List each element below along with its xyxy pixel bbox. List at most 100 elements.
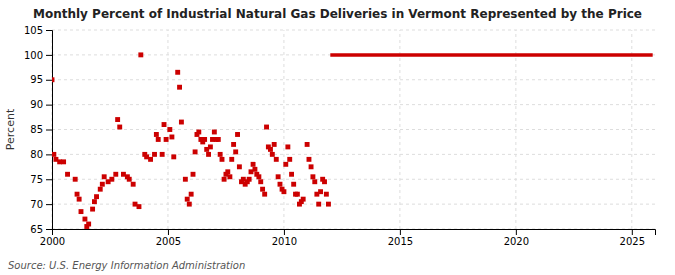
scatter-point: [270, 152, 275, 157]
scatter-point: [75, 192, 80, 197]
scatter-point: [229, 157, 234, 162]
y-tick-label: 90: [30, 99, 43, 110]
scatter-point: [295, 192, 300, 197]
scatter-point: [268, 147, 273, 152]
x-tick: 2020: [504, 229, 529, 247]
scatter-point: [115, 117, 120, 122]
grid-line: [631, 30, 632, 229]
grid-line: [52, 204, 655, 205]
scatter-point: [102, 174, 107, 179]
scatter-point: [191, 172, 196, 177]
y-tick-mark: [46, 30, 52, 31]
scatter-point: [285, 144, 290, 149]
scatter-point: [86, 222, 91, 227]
y-tick: 85: [30, 124, 52, 135]
scatter-point: [138, 52, 143, 57]
scatter-point: [187, 202, 192, 207]
scatter-point: [291, 182, 296, 187]
scatter-point: [225, 169, 230, 174]
x-tick: 2025: [620, 229, 645, 247]
x-tick-mark: [168, 229, 169, 235]
scatter-point: [272, 142, 277, 147]
title: Monthly Percent of Industrial Natural Ga…: [33, 7, 642, 21]
scatter-series: [52, 52, 331, 229]
scatter-point: [233, 149, 238, 154]
scatter-point: [152, 152, 157, 157]
scatter-point: [65, 172, 70, 177]
scatter-point: [326, 202, 331, 207]
scatter-point: [222, 177, 227, 182]
scatter-point: [316, 202, 321, 207]
scatter-point: [252, 167, 257, 172]
scatter-point: [307, 157, 312, 162]
x-tick-mark: [284, 229, 285, 235]
y-tick: 80: [30, 149, 52, 160]
y-axis-line: [46, 31, 53, 230]
scatter-point: [318, 189, 323, 194]
y-axis-label: Percent: [4, 108, 17, 150]
scatter-point: [283, 162, 288, 167]
scatter-point: [216, 137, 221, 142]
scatter-point: [137, 204, 142, 209]
x-tick: 2015: [388, 229, 413, 247]
scatter-point: [52, 77, 54, 82]
scatter-point: [183, 177, 188, 182]
scatter-point: [169, 135, 174, 140]
x-tick-label: 2025: [620, 236, 645, 247]
scatter-point: [309, 164, 314, 169]
y-tick-mark: [46, 154, 52, 155]
scatter-point: [258, 179, 263, 184]
y-tick: 105: [24, 25, 52, 36]
scatter-point: [312, 179, 317, 184]
scatter-point: [260, 187, 265, 192]
x-tick-label: 2000: [40, 236, 65, 247]
scatter-point: [281, 189, 286, 194]
scatter-point: [301, 197, 306, 202]
y-tick-label: 105: [24, 25, 43, 36]
scatter-point: [156, 137, 161, 142]
scatter-point: [324, 192, 329, 197]
grid-line: [52, 79, 655, 80]
scatter-point: [185, 197, 190, 202]
scatter-point: [235, 132, 240, 137]
x-tick: 2000: [40, 229, 65, 247]
scatter-point: [92, 199, 97, 204]
scatter-point: [109, 177, 114, 182]
scatter-point: [154, 132, 159, 137]
y-tick-mark: [46, 179, 52, 180]
scatter-point: [52, 152, 56, 157]
x-axis: 200020052010201520202025: [40, 229, 656, 247]
scatter-point: [227, 174, 232, 179]
y-axis: 65707580859095100105: [24, 25, 53, 235]
x-tick-label: 2010: [272, 236, 297, 247]
y-tick-mark: [46, 55, 52, 56]
x-tick-label: 2015: [388, 236, 413, 247]
grid: [52, 30, 655, 229]
y-tick: 90: [30, 99, 52, 110]
scatter-point: [262, 192, 267, 197]
scatter-point: [305, 142, 310, 147]
scatter-point: [82, 217, 87, 222]
grid-line: [283, 30, 284, 229]
scatter-point: [77, 197, 82, 202]
x-tick-mark: [632, 229, 633, 235]
scatter-point: [287, 157, 292, 162]
x-tick-mark: [400, 229, 401, 235]
scatter-point: [73, 177, 78, 182]
x-axis-line: [53, 230, 656, 236]
scatter-point: [220, 157, 225, 162]
x-tick-label: 2020: [504, 236, 529, 247]
y-tick-label: 100: [24, 50, 43, 61]
scatter-point: [90, 207, 95, 212]
y-tick-mark: [46, 130, 52, 131]
scatter-point: [167, 127, 172, 132]
scatter-point: [94, 194, 99, 199]
y-tick-label: 65: [30, 224, 43, 235]
scatter-point: [264, 125, 269, 130]
scatter-point: [289, 172, 294, 177]
y-tick-mark: [46, 204, 52, 205]
y-tick: 75: [30, 174, 52, 185]
y-tick: 65: [30, 224, 52, 235]
grid-line: [52, 30, 655, 31]
scatter-point: [206, 152, 211, 157]
